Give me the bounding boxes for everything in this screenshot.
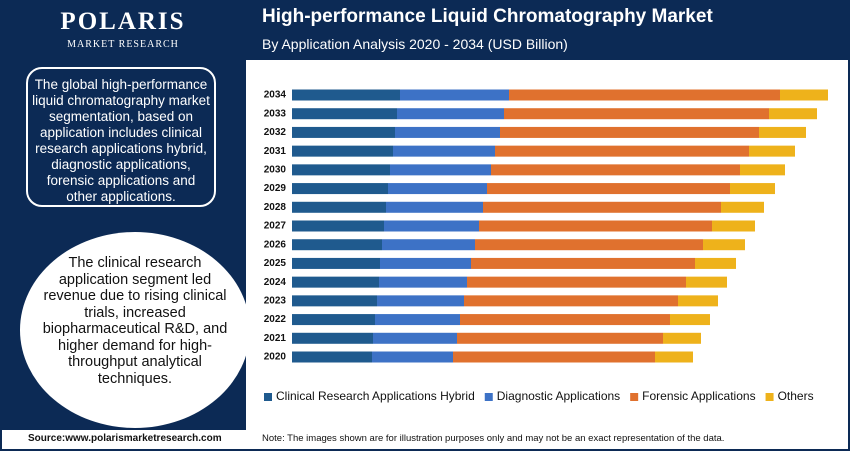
bar-segment: [695, 257, 736, 269]
bar-segment: [453, 351, 655, 363]
bar-segment: [475, 239, 703, 251]
bar-segment: [375, 314, 460, 326]
y-tick-label: 2020: [264, 352, 287, 363]
y-tick-label: 2027: [264, 221, 287, 232]
bar-segment: [292, 257, 380, 269]
bar-segment: [292, 351, 372, 363]
title-bar: [246, 0, 850, 60]
y-tick-label: 2031: [264, 146, 287, 157]
bar-segment: [292, 239, 382, 251]
bar-segment: [703, 239, 745, 251]
highlight: The clinical research application segmen…: [42, 255, 228, 387]
y-tick-label: 2032: [264, 127, 287, 138]
bar-segment: [712, 220, 755, 232]
y-tick-label: 2023: [264, 295, 287, 306]
bar-segment: [393, 145, 495, 157]
legend-label: Clinical Research Applications Hybrid: [276, 389, 475, 403]
bar-segment: [400, 89, 509, 101]
bar-segment: [471, 257, 695, 269]
bar-segment: [386, 201, 483, 213]
bar-segment: [373, 332, 457, 344]
legend-swatch: [765, 393, 774, 401]
source: Source:www.polarismarketresearch.com: [28, 433, 222, 444]
y-tick-label: 2030: [264, 164, 287, 175]
legend-label: Diagnostic Applications: [497, 389, 620, 403]
bar-segment: [464, 295, 678, 307]
bar-segment: [397, 108, 504, 120]
bar-segment: [467, 276, 686, 288]
y-tick-label: 2021: [264, 333, 287, 344]
legend-swatch: [484, 393, 493, 401]
bar-segment: [655, 351, 693, 363]
bar-segment: [292, 108, 397, 120]
y-tick-label: 2028: [264, 202, 287, 213]
bar-segment: [382, 239, 475, 251]
legend-label: Others: [778, 389, 814, 403]
bar-segment: [769, 108, 817, 120]
bar-segment: [292, 89, 400, 101]
bar-segment: [292, 276, 379, 288]
bar-segment: [292, 126, 395, 138]
y-tick-label: 2033: [264, 108, 287, 119]
bar-segment: [384, 220, 479, 232]
bar-segment: [395, 126, 500, 138]
y-tick-label: 2025: [264, 258, 287, 269]
bar-segment: [678, 295, 718, 307]
bar-segment: [759, 126, 806, 138]
bar-segment: [504, 108, 769, 120]
note: Note: The images shown are for illustrat…: [262, 433, 725, 444]
bar-segment: [491, 164, 740, 176]
bar-segment: [372, 351, 453, 363]
legend-label: Forensic Applications: [642, 389, 755, 403]
bar-segment: [292, 332, 373, 344]
bar-segment: [457, 332, 663, 344]
bar-segment: [292, 164, 390, 176]
bar-segment: [495, 145, 749, 157]
bar-segment: [292, 295, 377, 307]
bar-segment: [388, 183, 487, 195]
logo: POLARIS: [60, 8, 186, 35]
bar-segment: [780, 89, 828, 101]
bar-segment: [379, 276, 467, 288]
bar-segment: [292, 145, 393, 157]
bar-segment: [390, 164, 491, 176]
bar-segment: [292, 314, 375, 326]
bar-segment: [377, 295, 464, 307]
summary: The global high-performance liquid chrom…: [26, 67, 216, 207]
bar-segment: [509, 89, 780, 101]
y-tick-label: 2026: [264, 239, 287, 250]
bar-segment: [670, 314, 710, 326]
legend-swatch: [264, 393, 272, 401]
bar-segment: [292, 183, 388, 195]
y-tick-label: 2022: [264, 314, 287, 325]
logo-tagline: MARKET RESEARCH: [67, 39, 179, 50]
bar-segment: [479, 220, 712, 232]
highlight-bubble: [20, 232, 250, 428]
bar-segment: [460, 314, 670, 326]
bar-segment: [380, 257, 471, 269]
bar-segment: [730, 183, 775, 195]
bar-segment: [483, 201, 721, 213]
bar-segment: [500, 126, 759, 138]
y-tick-label: 2034: [264, 90, 287, 101]
legend-swatch: [630, 393, 639, 401]
bar-segment: [749, 145, 795, 157]
chart-subtitle: By Application Analysis 2020 - 2034 (USD…: [262, 36, 568, 52]
y-tick-label: 2024: [264, 277, 287, 288]
bar-segment: [686, 276, 727, 288]
bar-segment: [663, 332, 701, 344]
bar-segment: [487, 183, 730, 195]
y-tick-label: 2029: [264, 183, 287, 194]
bar-segment: [292, 201, 386, 213]
chart-title: High-performance Liquid Chromatography M…: [262, 6, 713, 27]
bar-segment: [721, 201, 764, 213]
bar-segment: [740, 164, 785, 176]
bar-segment: [292, 220, 384, 232]
